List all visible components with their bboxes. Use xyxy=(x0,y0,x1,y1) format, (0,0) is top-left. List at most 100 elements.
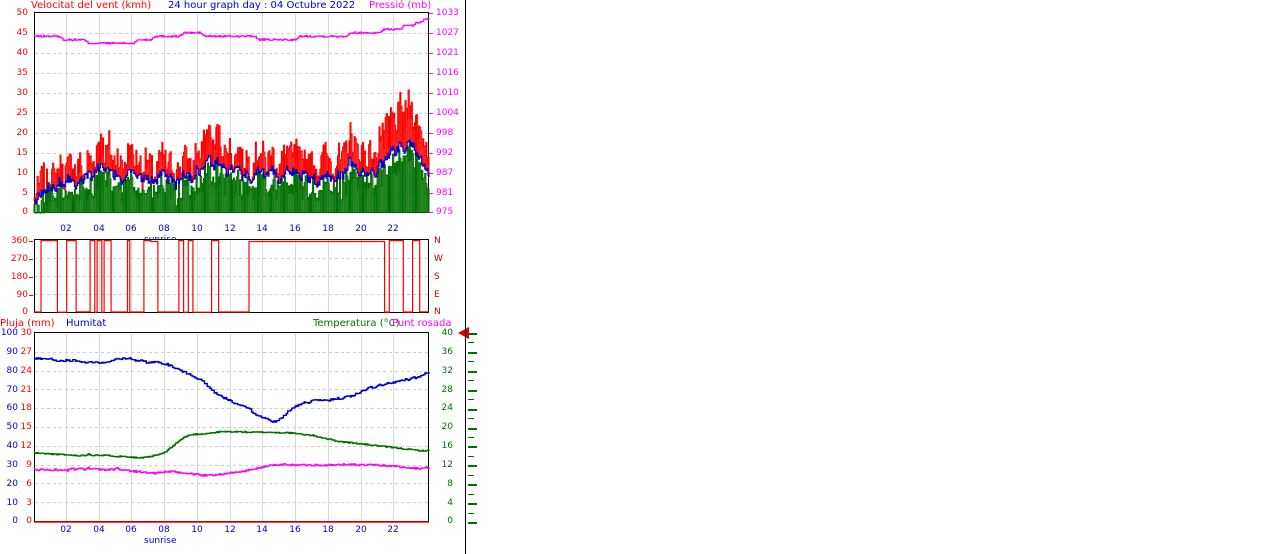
bottom-xtick-04: 04 xyxy=(93,525,105,535)
wind-ytick-40: 40 xyxy=(16,48,28,58)
temperature-axis-tickmark xyxy=(468,371,477,373)
temp-ytick-16: 16 xyxy=(441,441,453,451)
humidity-title: Humitat xyxy=(66,318,107,329)
temperature-axis-tickmark xyxy=(468,342,474,343)
pressure-tickmark xyxy=(429,93,433,94)
temperature-axis-tickmark xyxy=(468,409,477,411)
pressure-ytick-1004: 1004 xyxy=(436,108,459,118)
rain-ytick-27: 27 xyxy=(20,347,32,357)
direction-compass-E: E xyxy=(434,290,440,300)
dewpoint-title: Punt rosada xyxy=(392,318,452,329)
direction-tickmark xyxy=(29,295,33,296)
wind-xtick-06: 06 xyxy=(125,224,137,234)
wind-ytick-5: 5 xyxy=(22,188,28,198)
pressure-tickmark xyxy=(429,173,433,174)
wind-ytick-50: 50 xyxy=(16,8,28,18)
temperature-axis-tickmark xyxy=(468,352,477,354)
humidity-ytick-70: 70 xyxy=(6,385,18,395)
wind-ytick-45: 45 xyxy=(16,28,28,38)
wind-xtick-14: 14 xyxy=(256,224,268,234)
temperature-axis-tickmark xyxy=(468,522,477,524)
pressure-tickmark xyxy=(429,113,433,114)
direction-tickmark xyxy=(29,277,33,278)
wind-direction-chart: 360 270 180 90 0 N W S E N xyxy=(0,236,465,318)
bottom-xtick-06: 06 xyxy=(125,525,137,535)
temp-ytick-12: 12 xyxy=(441,460,453,470)
direction-ytick-360: 360 xyxy=(10,236,28,246)
pressure-ytick-992: 992 xyxy=(436,148,454,158)
temp-ytick-32: 32 xyxy=(441,366,453,376)
pressure-ytick-1033: 1033 xyxy=(436,8,459,18)
temperature-axis-tickmark xyxy=(468,380,474,381)
panel-right-border xyxy=(465,0,466,554)
temperature-axis-tickmark xyxy=(468,456,474,457)
bottom-xtick-08: 08 xyxy=(158,525,170,535)
temp-ytick-20: 20 xyxy=(441,422,453,432)
pressure-tickmark xyxy=(429,33,433,34)
wind-xtick-04: 04 xyxy=(93,224,105,234)
pressure-tickmark xyxy=(429,13,433,14)
temperature-axis-tickmark xyxy=(468,333,477,335)
direction-tickmark xyxy=(29,241,33,242)
rain-ytick-0: 0 xyxy=(26,516,32,526)
pressure-ytick-1021: 1021 xyxy=(436,48,459,58)
direction-ytick-0: 0 xyxy=(22,307,28,317)
wind-chart-center-title: 24 hour graph day : 04 Octubre 2022 xyxy=(168,0,356,11)
humidity-ytick-90: 90 xyxy=(6,347,18,357)
pressure-tickmark xyxy=(429,133,433,134)
temp-ytick-24: 24 xyxy=(441,403,453,413)
bottom-series-plot xyxy=(34,357,430,523)
direction-series-plot xyxy=(34,240,429,313)
rain-ytick-15: 15 xyxy=(20,422,32,432)
temperature-axis-tickmark xyxy=(468,418,474,419)
direction-compass-W: W xyxy=(434,254,443,264)
wind-xtick-08: 08 xyxy=(158,224,170,234)
temperature-axis-tickmark xyxy=(468,390,477,392)
temperature-axis-tickmark xyxy=(468,494,474,495)
temperature-axis-tickmark xyxy=(468,399,474,400)
temperature-axis-tickmark xyxy=(468,484,477,486)
humidity-ytick-40: 40 xyxy=(6,441,18,451)
bottom-xtick-16: 16 xyxy=(289,525,301,535)
direction-compass-N-bot: N xyxy=(434,307,441,317)
rain-ytick-9: 9 xyxy=(26,460,32,470)
wind-ytick-25: 25 xyxy=(16,108,28,118)
temp-ytick-8: 8 xyxy=(447,479,453,489)
wind-speed-chart: Velocitat del vent (kmh) 24 hour graph d… xyxy=(0,0,465,245)
bottom-xtick-10: 10 xyxy=(191,525,203,535)
wind-ytick-10: 10 xyxy=(16,168,28,178)
bottom-sunrise-label: sunrise xyxy=(144,536,177,546)
wind-ytick-15: 15 xyxy=(16,148,28,158)
direction-compass-S: S xyxy=(434,272,440,282)
pressure-ytick-998: 998 xyxy=(436,128,454,138)
humidity-ytick-10: 10 xyxy=(6,498,18,508)
humidity-ytick-100: 100 xyxy=(0,328,18,338)
pressure-tickmark xyxy=(429,153,433,154)
humidity-ytick-50: 50 xyxy=(6,422,18,432)
temperature-title: Temperatura (°C) xyxy=(313,318,400,329)
humidity-ytick-0: 0 xyxy=(12,516,18,526)
wind-ytick-20: 20 xyxy=(16,128,28,138)
wind-ytick-0: 0 xyxy=(22,207,28,217)
pressure-tickmark xyxy=(429,73,433,74)
temperature-axis-tickmark xyxy=(468,446,477,448)
rain-ytick-21: 21 xyxy=(20,385,32,395)
wind-chart-left-title: Velocitat del vent (kmh) xyxy=(31,0,152,11)
temperature-current-marker xyxy=(458,327,469,339)
temperature-axis-tickmark xyxy=(468,513,474,514)
direction-ytick-180: 180 xyxy=(10,272,28,282)
rain-ytick-30: 30 xyxy=(20,328,32,338)
humidity-ytick-20: 20 xyxy=(6,479,18,489)
temperature-axis-tickmark xyxy=(468,465,477,467)
bottom-xtick-22: 22 xyxy=(387,525,399,535)
wind-ytick-35: 35 xyxy=(16,68,28,78)
pressure-ytick-1016: 1016 xyxy=(436,68,459,78)
wind-xtick-20: 20 xyxy=(355,224,367,234)
wind-xtick-22: 22 xyxy=(387,224,399,234)
rain-ytick-12: 12 xyxy=(20,441,32,451)
rain-ytick-18: 18 xyxy=(20,403,32,413)
wind-ytick-30: 30 xyxy=(16,88,28,98)
wind-chart-right-title: Pressió (mb) xyxy=(369,0,432,11)
direction-ytick-270: 270 xyxy=(10,254,28,264)
